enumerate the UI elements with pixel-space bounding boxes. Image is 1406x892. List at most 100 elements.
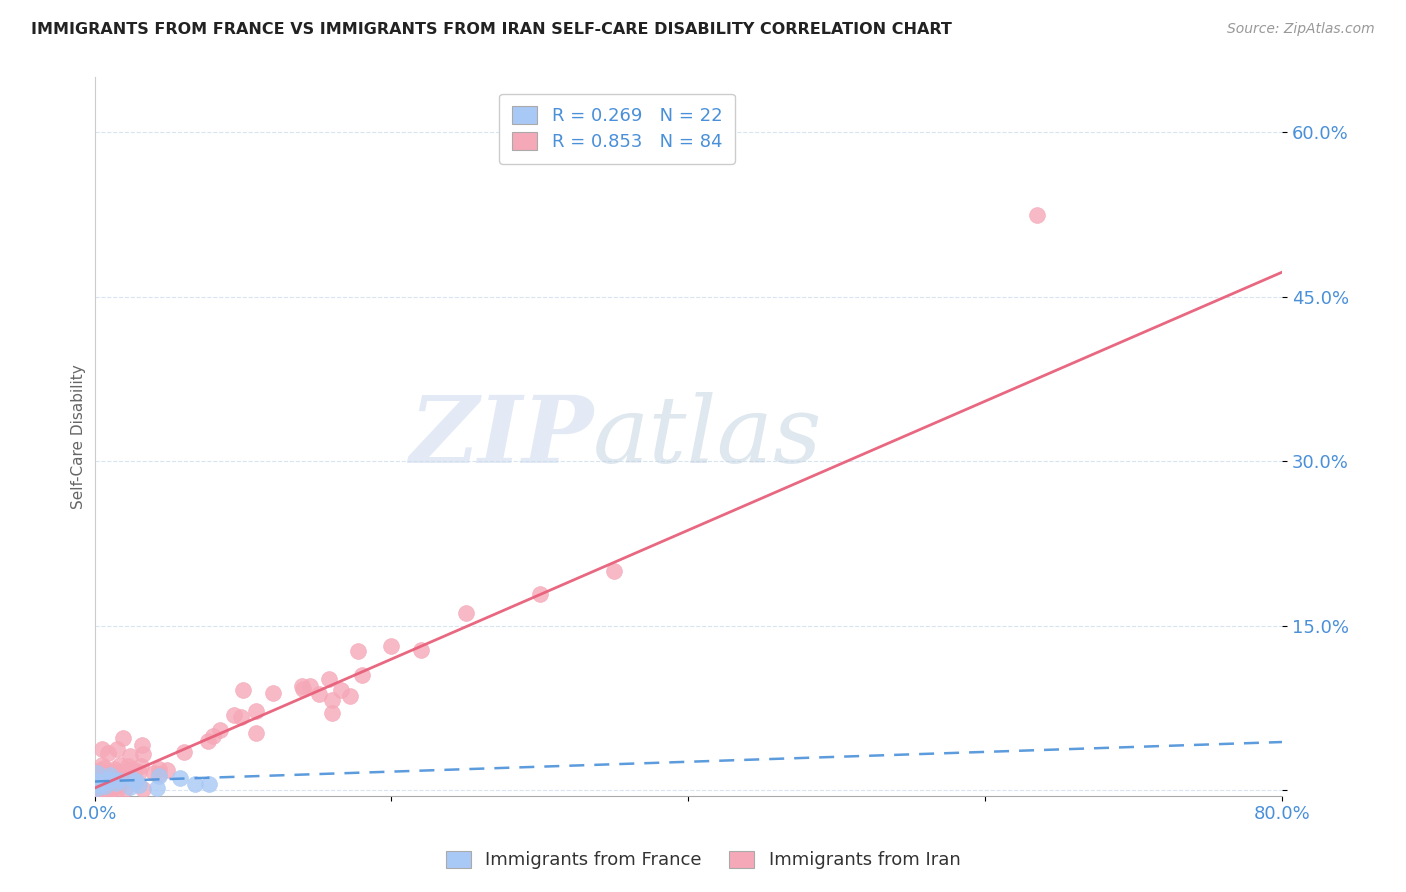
- Point: [89, 778, 111, 792]
- Point: [100, 782, 122, 797]
- Point: [129, 759, 152, 773]
- Point: [89, 764, 111, 779]
- Point: [94, 779, 117, 793]
- Point: [142, 766, 165, 780]
- Point: [91, 782, 114, 797]
- Point: [86, 774, 108, 789]
- Point: [148, 767, 170, 781]
- Point: [96, 771, 118, 785]
- Point: [86, 780, 108, 795]
- Point: [104, 768, 127, 782]
- Point: [104, 776, 127, 790]
- Point: [118, 763, 141, 777]
- Point: [148, 769, 170, 783]
- Point: [103, 779, 125, 793]
- Point: [105, 765, 128, 780]
- Point: [115, 771, 138, 785]
- Point: [299, 680, 322, 694]
- Point: [89, 763, 111, 777]
- Text: atlas: atlas: [593, 392, 823, 482]
- Point: [84, 777, 107, 791]
- Point: [232, 683, 254, 698]
- Point: [87, 771, 110, 785]
- Point: [91, 742, 114, 756]
- Point: [111, 776, 134, 790]
- Point: [93, 761, 115, 775]
- Point: [107, 764, 129, 779]
- Point: [97, 747, 120, 761]
- Point: [94, 782, 117, 797]
- Point: [87, 782, 110, 797]
- Point: [132, 782, 155, 797]
- Point: [111, 731, 134, 745]
- Point: [1026, 207, 1049, 221]
- Point: [128, 764, 150, 779]
- Y-axis label: Self-Care Disability: Self-Care Disability: [72, 364, 86, 509]
- Point: [103, 762, 125, 776]
- Point: [197, 734, 219, 748]
- Point: [321, 706, 343, 720]
- Point: [339, 689, 361, 703]
- Point: [173, 745, 195, 759]
- Point: [94, 775, 117, 789]
- Point: [107, 782, 129, 797]
- Point: [346, 644, 368, 658]
- Point: [117, 759, 139, 773]
- Point: [120, 749, 142, 764]
- Point: [91, 777, 114, 791]
- Point: [107, 778, 129, 792]
- Point: [86, 781, 108, 796]
- Point: [101, 782, 124, 797]
- Point: [101, 772, 124, 787]
- Point: [108, 757, 131, 772]
- Point: [84, 773, 107, 788]
- Point: [103, 781, 125, 796]
- Point: [87, 764, 110, 779]
- Point: [245, 704, 267, 718]
- Point: [124, 772, 146, 786]
- Point: [125, 774, 148, 789]
- Point: [98, 768, 121, 782]
- Point: [184, 776, 207, 790]
- Legend: R = 0.269   N = 22, R = 0.853   N = 84: R = 0.269 N = 22, R = 0.853 N = 84: [499, 94, 735, 164]
- Point: [86, 766, 108, 780]
- Text: Source: ZipAtlas.com: Source: ZipAtlas.com: [1227, 22, 1375, 37]
- Point: [118, 766, 141, 780]
- Point: [380, 639, 402, 653]
- Point: [229, 710, 252, 724]
- Point: [86, 770, 108, 784]
- Point: [98, 767, 121, 781]
- Point: [131, 739, 153, 753]
- Point: [291, 679, 314, 693]
- Point: [411, 643, 433, 657]
- Point: [321, 693, 343, 707]
- Point: [122, 763, 145, 777]
- Point: [101, 765, 124, 780]
- Point: [84, 782, 107, 797]
- Legend: Immigrants from France, Immigrants from Iran: Immigrants from France, Immigrants from …: [437, 842, 969, 879]
- Point: [114, 782, 136, 797]
- Point: [148, 762, 170, 776]
- Point: [84, 782, 107, 797]
- Point: [84, 777, 107, 791]
- Point: [84, 782, 107, 797]
- Text: IMMIGRANTS FROM FRANCE VS IMMIGRANTS FROM IRAN SELF-CARE DISABILITY CORRELATION : IMMIGRANTS FROM FRANCE VS IMMIGRANTS FRO…: [31, 22, 952, 37]
- Point: [169, 771, 191, 785]
- Point: [318, 673, 340, 687]
- Point: [222, 708, 245, 723]
- Point: [156, 763, 179, 777]
- Point: [262, 686, 284, 700]
- Point: [120, 780, 142, 794]
- Point: [120, 772, 142, 786]
- Point: [202, 729, 225, 743]
- Point: [87, 769, 110, 783]
- Point: [198, 776, 221, 790]
- Point: [308, 687, 330, 701]
- Point: [105, 742, 128, 756]
- Point: [86, 774, 108, 789]
- Text: ZIP: ZIP: [409, 392, 593, 482]
- Point: [132, 747, 155, 761]
- Point: [146, 780, 169, 795]
- Point: [529, 586, 551, 600]
- Point: [128, 778, 150, 792]
